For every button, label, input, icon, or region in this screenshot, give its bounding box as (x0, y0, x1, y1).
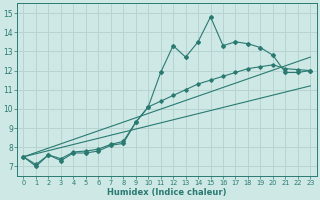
X-axis label: Humidex (Indice chaleur): Humidex (Indice chaleur) (107, 188, 227, 197)
